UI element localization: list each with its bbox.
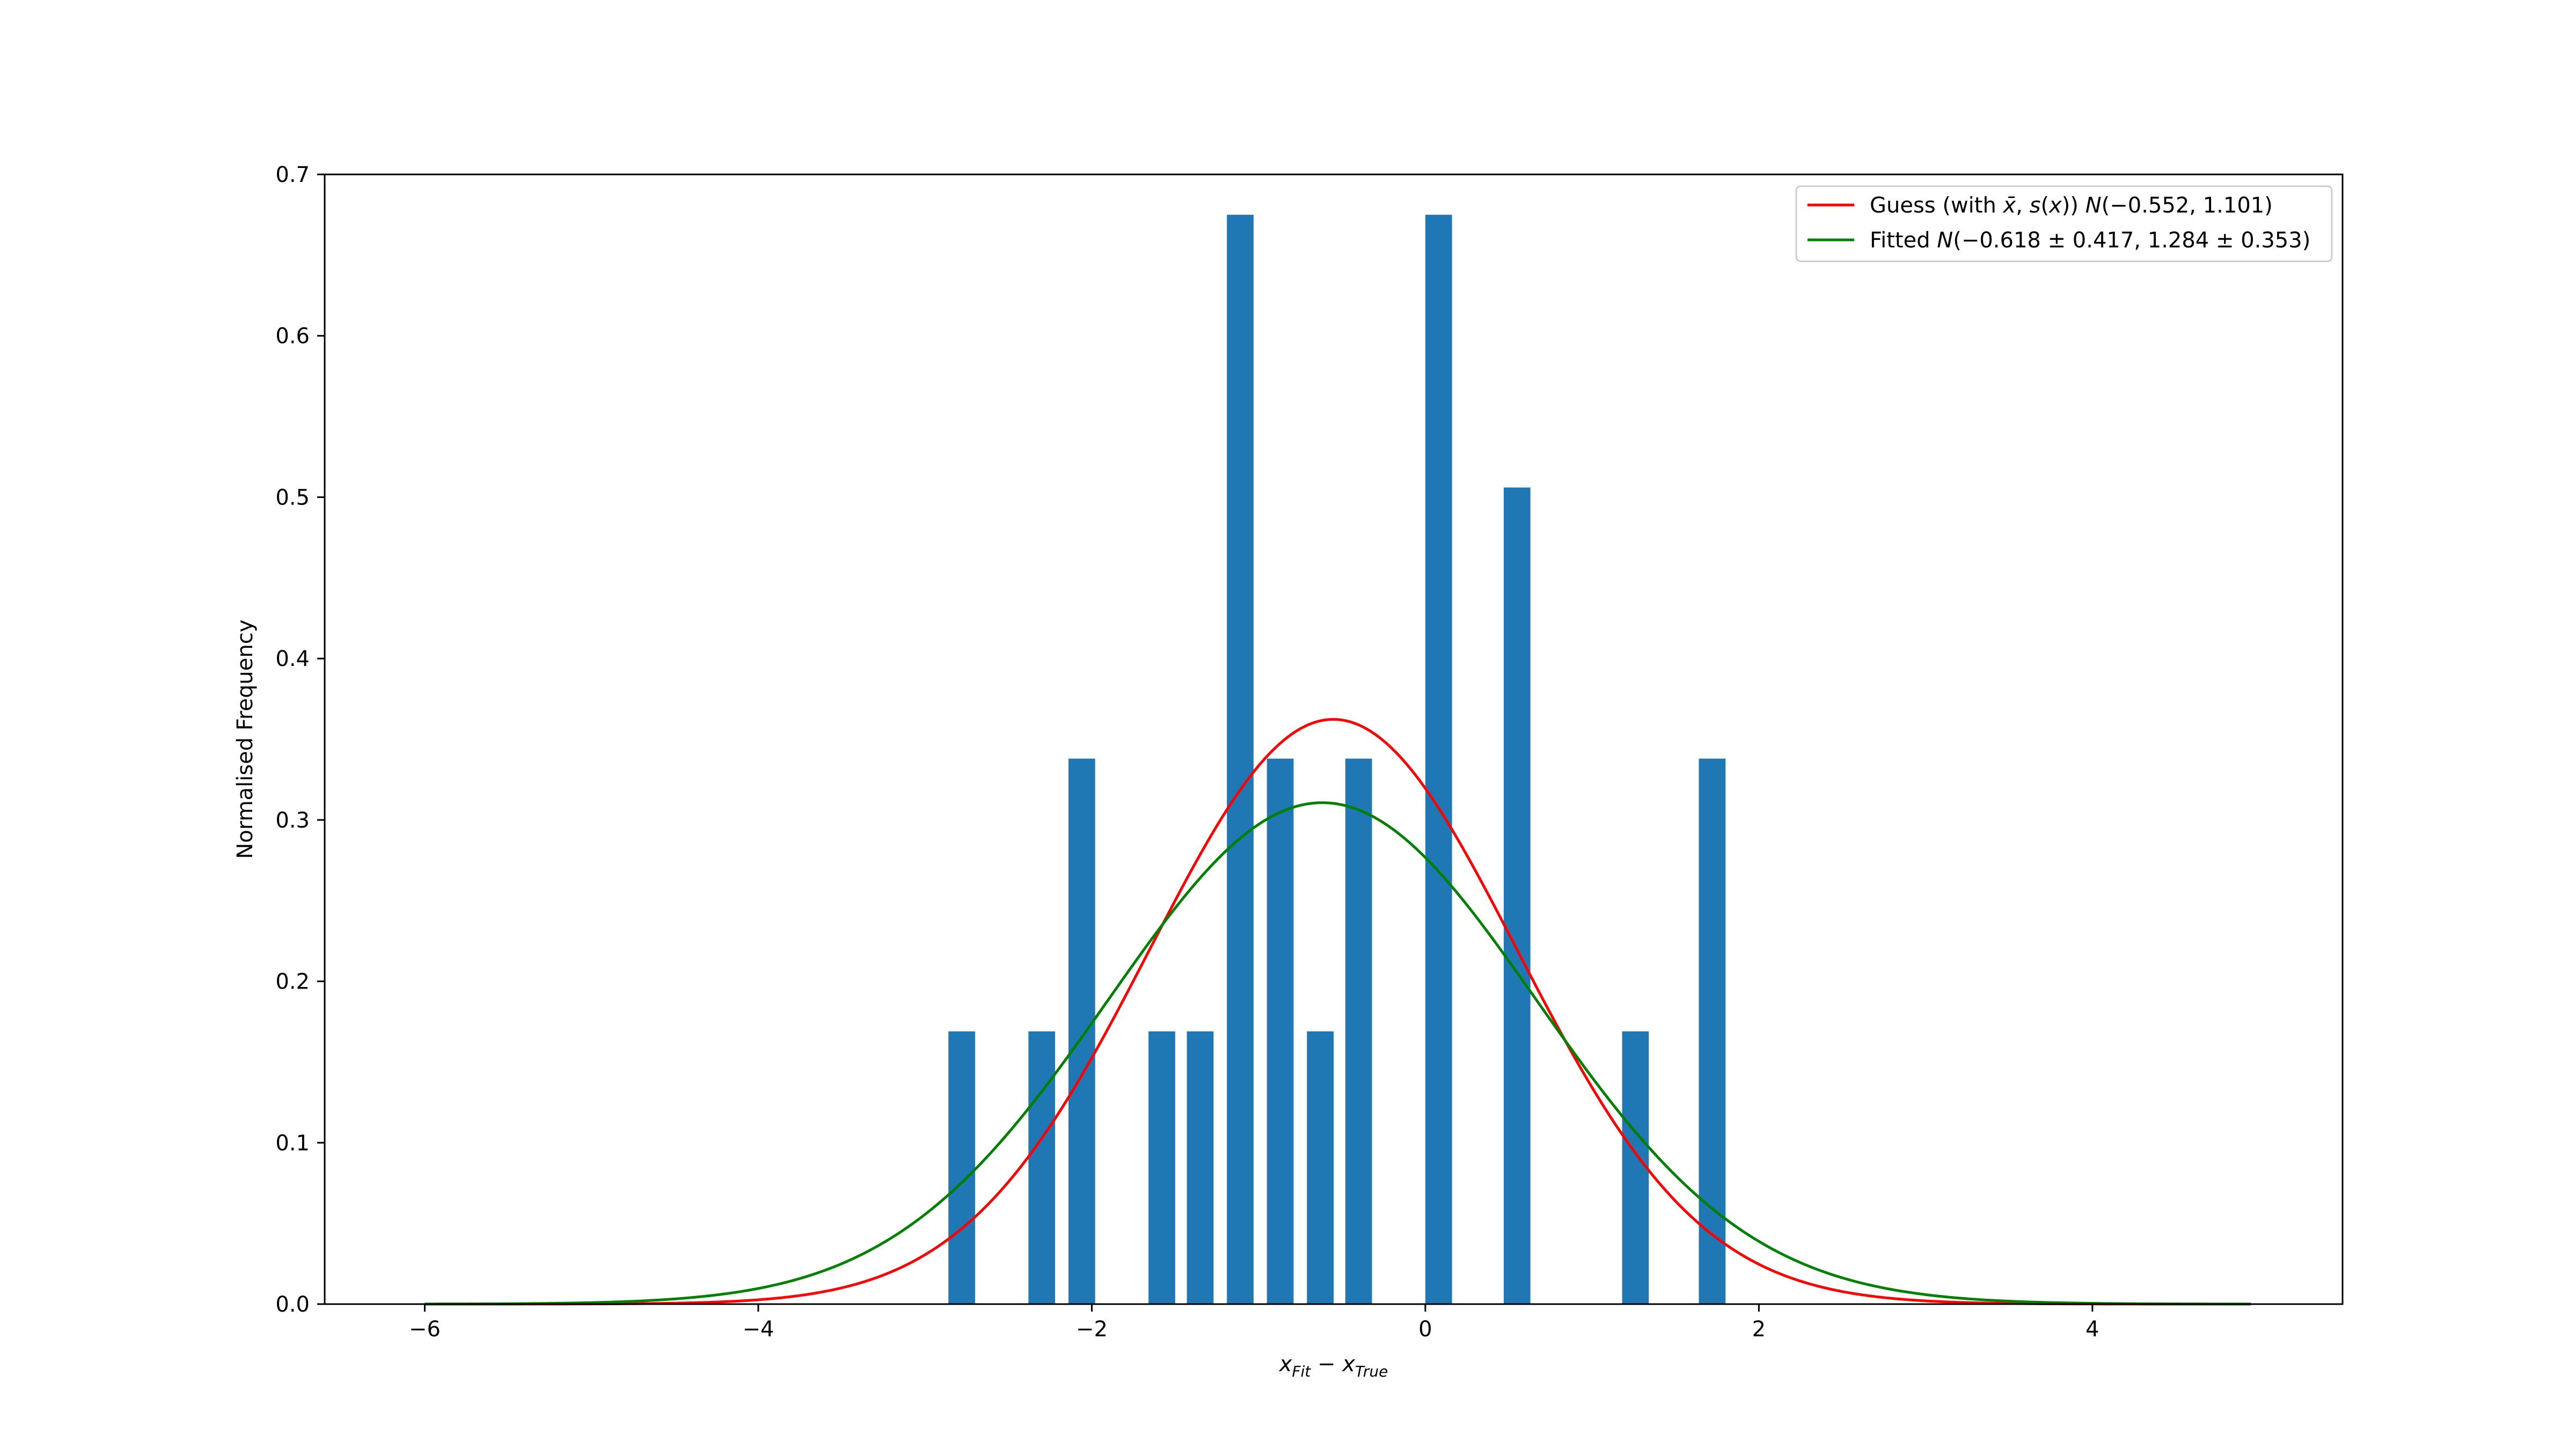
x-tick-label: −4 <box>742 1317 774 1342</box>
y-axis-ticks: 0.0 0.1 0.2 0.3 0.4 0.5 0.6 0.7 <box>275 163 325 1317</box>
y-tick-label: 0.1 <box>275 1131 310 1155</box>
y-tick-label: 0.3 <box>275 808 310 833</box>
histogram-bar <box>1425 215 1452 1304</box>
histogram-bar <box>1148 1031 1175 1304</box>
histogram-bar <box>1028 1031 1056 1304</box>
histogram-bars <box>948 215 1726 1304</box>
x-tick-label: 2 <box>1752 1317 1766 1342</box>
x-tick-label: −2 <box>1076 1317 1108 1342</box>
histogram-bar <box>1068 758 1095 1304</box>
histogram-bar <box>1345 758 1372 1304</box>
legend-guess-label: Guess (with x̄, s(x)) N(−0.552, 1.101) <box>1870 193 2273 218</box>
histogram-bar <box>1307 1031 1334 1304</box>
fitted-curve <box>425 801 2251 1306</box>
plot-area-frame <box>324 173 2344 1305</box>
y-axis-label-text: Normalised Frequency <box>233 619 258 859</box>
fit-curves <box>425 718 2251 1306</box>
y-tick-label: 0.2 <box>275 970 310 994</box>
x-tick-label: 4 <box>2085 1317 2099 1342</box>
x-axis-label-text: xFit − xTrue <box>1278 1352 1388 1380</box>
histogram-bar <box>1187 1031 1214 1304</box>
x-axis-label: xFit − xTrue <box>1278 1352 1388 1380</box>
histogram-bar <box>1622 1031 1649 1304</box>
x-tick-label: 0 <box>1418 1317 1432 1342</box>
histogram-bar <box>1267 758 1294 1304</box>
legend: Guess (with x̄, s(x)) N(−0.552, 1.101) Fi… <box>1795 185 2333 262</box>
y-tick-label: 0.0 <box>275 1292 310 1317</box>
y-axis-label: Normalised Frequency <box>233 619 258 859</box>
histogram-bar <box>948 1031 975 1304</box>
guess-curve <box>425 718 2251 1306</box>
legend-box <box>1795 185 2333 262</box>
histogram-bar <box>1699 758 1726 1304</box>
histogram-bar <box>1503 487 1531 1304</box>
y-tick-label: 0.5 <box>275 485 310 510</box>
y-tick-label: 0.6 <box>275 324 310 349</box>
x-axis-ticks: −6 −4 −2 0 2 4 <box>409 1304 2099 1342</box>
x-tick-label: −6 <box>409 1317 441 1342</box>
histogram-bar <box>1227 215 1254 1304</box>
y-tick-label: 0.7 <box>275 163 310 187</box>
legend-fitted-label: Fitted N(−0.618 ± 0.417, 1.284 ± 0.353) <box>1870 228 2310 253</box>
y-tick-label: 0.4 <box>275 647 310 671</box>
